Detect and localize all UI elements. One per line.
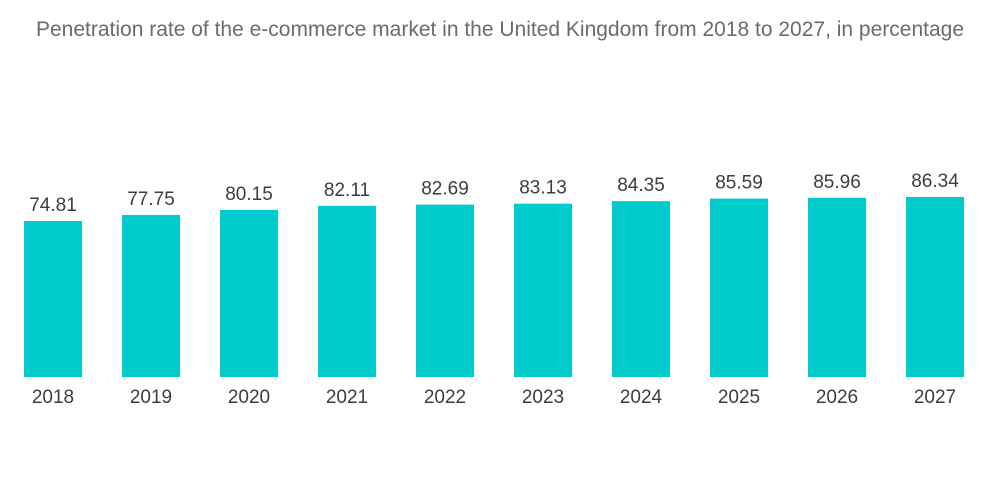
bar-2022 [416,204,474,377]
value-label-2026: 85.96 [813,172,861,193]
value-label-2021: 82.11 [324,180,370,201]
x-tick-label-2018: 2018 [32,387,74,408]
x-tick-label-2021: 2021 [326,387,368,408]
x-tick-label-2026: 2026 [816,387,858,408]
value-label-2022: 82.69 [421,179,469,200]
value-labels-layer: 74.81 77.75 80.15 82.11 82.69 83.13 84.35 85.59… [29,171,959,216]
x-tick-label-2020: 2020 [228,387,270,408]
bar-2024 [612,201,670,377]
bars-layer [24,197,964,377]
x-tick-label-2025: 2025 [718,387,760,408]
x-tick-label-2023: 2023 [522,387,564,408]
x-tick-label-2019: 2019 [130,387,172,408]
value-label-2024: 84.35 [617,175,665,196]
bar-2018 [24,221,82,377]
value-label-2020: 80.15 [225,184,273,205]
value-label-2019: 77.75 [127,189,175,210]
bar-2023 [514,203,572,377]
bar-2019 [122,214,180,377]
value-label-2027: 86.34 [911,171,959,192]
x-tick-label-2027: 2027 [914,387,956,408]
bar-2027 [906,197,964,377]
bar-2025 [710,198,768,377]
x-tick-label-2024: 2024 [620,387,663,408]
chart-title: Penetration rate of the e-commerce marke… [35,18,965,41]
bar-2026 [808,197,866,377]
value-label-2025: 85.59 [715,173,763,194]
value-label-2018: 74.81 [29,195,77,216]
bar-2020 [220,209,278,377]
value-label-2023: 83.13 [519,178,567,199]
bar-2021 [318,205,376,377]
x-axis: 2018 2019 2020 2021 2022 2023 2024 2025 2026 2027 [32,387,956,408]
x-tick-label-2022: 2022 [424,387,466,408]
